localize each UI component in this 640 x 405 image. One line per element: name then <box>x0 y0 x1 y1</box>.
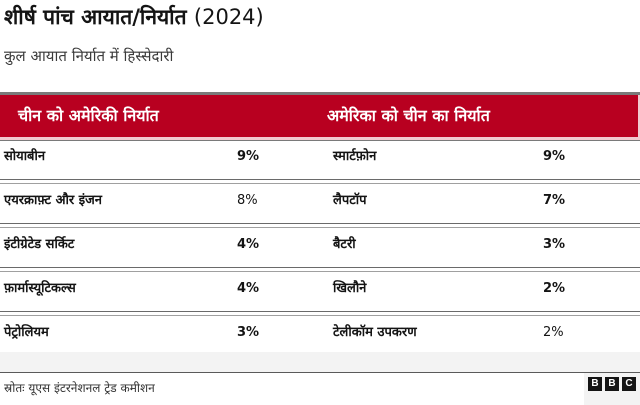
table-row: एयरक्राफ़्ट और इंजन 8% लैपटॉप 7% <box>0 184 640 224</box>
left-item: एयरक्राफ़्ट और इंजन <box>4 193 102 208</box>
right-value: 3% <box>543 237 566 252</box>
right-item: स्मार्टफ़ोन <box>333 149 377 164</box>
title-text: शीर्ष पांच आयात/निर्यात <box>4 5 187 29</box>
table-row: सोयाबीन 9% स्मार्टफ़ोन 9% <box>0 140 640 180</box>
right-item: बैटरी <box>333 237 356 252</box>
header-edge <box>638 95 640 137</box>
table-row: इंटीग्रेटेड सर्किट 4% बैटरी 3% <box>0 228 640 268</box>
title-year: (2024) <box>193 5 264 29</box>
page-title: शीर्ष पांच आयात/निर्यात (2024) <box>4 4 264 30</box>
column-header-us-imports-from-china: अमेरिका को चीन का निर्यात <box>327 106 490 125</box>
table-header: चीन को अमेरिकी निर्यात अमेरिका को चीन का… <box>0 92 640 140</box>
footer-divider <box>0 352 640 373</box>
left-item: सोयाबीन <box>4 149 46 164</box>
left-value: 4% <box>237 281 260 296</box>
column-header-china-imports-from-us: चीन को अमेरिकी निर्यात <box>18 106 159 125</box>
right-item: टेलीकॉम उपकरण <box>333 325 417 340</box>
left-value: 4% <box>237 237 260 252</box>
right-value: 2% <box>543 281 566 296</box>
left-value: 3% <box>237 325 260 340</box>
table-row: पेट्रोलियम 3% टेलीकॉम उपकरण 2% <box>0 316 640 356</box>
right-item: खिलौने <box>333 281 367 296</box>
logo-area: B B C <box>584 373 640 405</box>
logo-letter: B <box>588 377 602 391</box>
source-note: स्रोतः यूएस इंटरनेशनल ट्रेड कमीशन <box>4 381 155 395</box>
trade-table: चीन को अमेरिकी निर्यात अमेरिका को चीन का… <box>0 92 640 356</box>
logo-letter: C <box>622 377 636 391</box>
left-item: फ़ार्मास्यूटिकल्स <box>4 281 76 296</box>
left-value: 8% <box>237 193 258 208</box>
logo-letter: B <box>605 377 619 391</box>
right-value: 2% <box>543 325 564 340</box>
left-item: इंटीग्रेटेड सर्किट <box>4 237 75 252</box>
page-subtitle: कुल आयात निर्यात में हिस्सेदारी <box>4 47 174 65</box>
right-item: लैपटॉप <box>333 193 367 208</box>
right-value: 9% <box>543 149 566 164</box>
left-item: पेट्रोलियम <box>4 325 49 340</box>
right-value: 7% <box>543 193 566 208</box>
bbc-logo: B B C <box>588 377 636 391</box>
left-value: 9% <box>237 149 260 164</box>
table-row: फ़ार्मास्यूटिकल्स 4% खिलौने 2% <box>0 272 640 312</box>
